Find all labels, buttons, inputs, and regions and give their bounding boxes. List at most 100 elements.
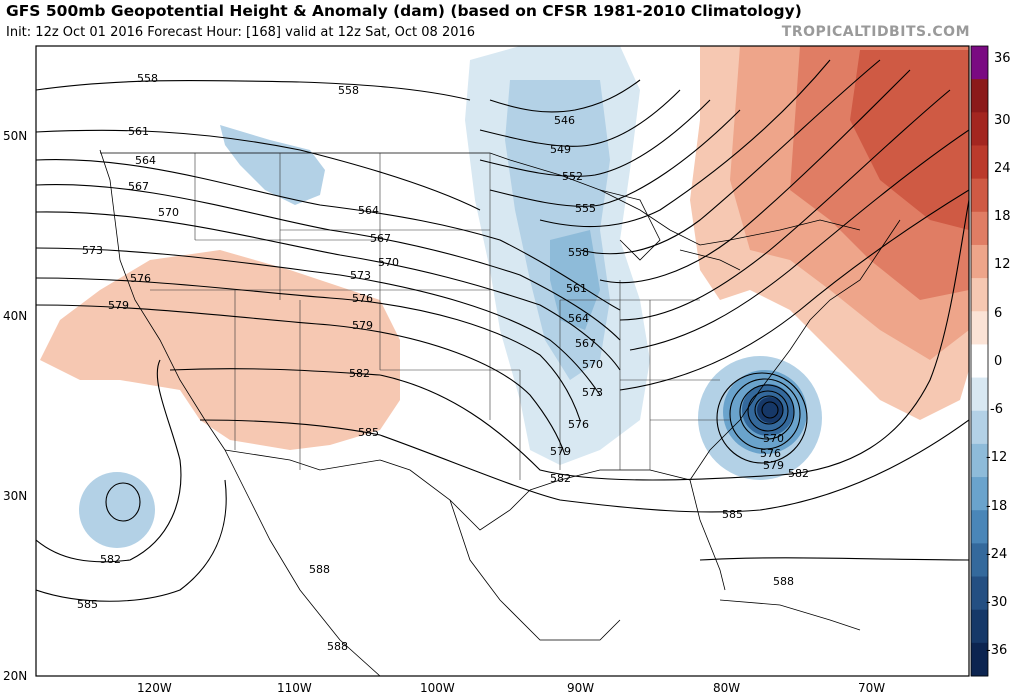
colorbar-swatch bbox=[971, 178, 988, 213]
canada-us-border bbox=[100, 152, 861, 246]
contour-585 bbox=[199, 419, 969, 513]
colorbar-label: 36 bbox=[994, 51, 1011, 66]
contour-label: 576 bbox=[760, 447, 781, 460]
contour-label: 567 bbox=[575, 337, 596, 350]
contour-570-west bbox=[36, 211, 621, 371]
contour-label: 573 bbox=[350, 269, 371, 282]
colorbar-swatch bbox=[971, 477, 988, 511]
contour-561-west bbox=[36, 129, 481, 211]
colorbar-swatch bbox=[971, 244, 988, 279]
contour-label: 567 bbox=[128, 180, 149, 193]
colorbar-swatch bbox=[971, 311, 988, 345]
colorbar-swatch bbox=[971, 642, 988, 677]
lat-label-50n: 50N bbox=[3, 129, 27, 143]
contour-label: 579 bbox=[108, 299, 129, 312]
contour-label: 552 bbox=[562, 170, 583, 183]
colorbar-labels: 36 30 24 18 12 6 0 -6 -12 -18 -24 -30 -3… bbox=[986, 51, 1011, 658]
lon-label-70w: 70W bbox=[858, 681, 885, 695]
hurricane-contour-1 bbox=[761, 401, 779, 419]
contour-label: 585 bbox=[722, 508, 743, 521]
height-contours bbox=[36, 59, 969, 602]
contour-552 bbox=[479, 99, 711, 177]
contour-label: 573 bbox=[82, 244, 103, 257]
contour-label: 576 bbox=[352, 292, 373, 305]
contour-546 bbox=[489, 79, 641, 113]
contour-label: 588 bbox=[309, 563, 330, 576]
colorbar-frame bbox=[970, 45, 989, 677]
hurricane-contour-4 bbox=[739, 384, 795, 440]
colorbar-label: 30 bbox=[994, 113, 1011, 128]
contour-label: 570 bbox=[582, 358, 603, 371]
map-title: GFS 500mb Geopotential Height & Anomaly … bbox=[6, 2, 802, 20]
colorbar-label: -24 bbox=[986, 547, 1007, 562]
colorbar-label: 24 bbox=[994, 161, 1011, 176]
contour-label: 564 bbox=[135, 154, 156, 167]
contour-573-west bbox=[36, 247, 601, 396]
map-subtitle: Init: 12z Oct 01 2016 Forecast Hour: [16… bbox=[6, 25, 476, 40]
colorbar-label: -36 bbox=[986, 643, 1007, 658]
colorbar-swatch bbox=[971, 377, 988, 412]
cuba bbox=[719, 599, 861, 631]
contour-label: 564 bbox=[358, 204, 379, 217]
contour-labels: 558 558 561 564 567 570 573 576 579 546 … bbox=[77, 72, 809, 653]
contour-label: 582 bbox=[100, 553, 121, 566]
lat-label-20n: 20N bbox=[3, 669, 27, 683]
contour-576-west bbox=[36, 277, 581, 421]
colorbar-swatch bbox=[971, 576, 988, 611]
contour-558-west bbox=[36, 79, 471, 101]
contour-label: 567 bbox=[370, 232, 391, 245]
contour-label: 582 bbox=[550, 472, 571, 485]
contour-567-west bbox=[36, 183, 621, 341]
yucatan-coast bbox=[449, 499, 621, 641]
cool-anomaly-central-3 bbox=[550, 230, 600, 330]
contour-label: 582 bbox=[349, 367, 370, 380]
colorbar-label: 6 bbox=[994, 306, 1002, 321]
cool-anomaly-hurricane-4 bbox=[757, 397, 783, 423]
contour-ne-5 bbox=[629, 129, 969, 351]
lon-label-80w: 80W bbox=[713, 681, 740, 695]
contour-label: 561 bbox=[128, 125, 149, 138]
contour-label: 579 bbox=[550, 445, 571, 458]
contour-ne-2 bbox=[579, 59, 881, 255]
east-coast bbox=[689, 219, 901, 481]
colorbar-swatch bbox=[971, 46, 988, 80]
contour-label: 570 bbox=[378, 256, 399, 269]
lon-label-100w: 100W bbox=[420, 681, 455, 695]
contour-555 bbox=[489, 109, 741, 207]
colorbar-swatch bbox=[971, 410, 988, 445]
contour-label: 570 bbox=[158, 206, 179, 219]
contour-label: 549 bbox=[550, 143, 571, 156]
anomaly-colorbar bbox=[970, 45, 989, 677]
contour-label: 564 bbox=[568, 312, 589, 325]
contour-label: 576 bbox=[130, 272, 151, 285]
colorbar-swatch bbox=[971, 112, 988, 146]
contour-label: 579 bbox=[352, 319, 373, 332]
cool-anomaly-pacific bbox=[79, 472, 155, 548]
colorbar-label: -30 bbox=[986, 595, 1007, 610]
contour-label: 558 bbox=[338, 84, 359, 97]
colorbar-swatch bbox=[971, 609, 988, 644]
contour-label: 576 bbox=[568, 418, 589, 431]
contour-label: 558 bbox=[137, 72, 158, 85]
contour-588-gulf bbox=[699, 557, 969, 561]
warm-anomaly-northeast-4 bbox=[850, 50, 969, 230]
contour-label: 579 bbox=[763, 459, 784, 472]
hurricane-contour-5 bbox=[729, 378, 801, 450]
contour-549 bbox=[479, 89, 681, 147]
colorbar-swatch bbox=[971, 211, 988, 246]
hurricane-contour-2 bbox=[754, 395, 784, 425]
contour-label: 558 bbox=[568, 246, 589, 259]
contour-564-west bbox=[36, 158, 621, 311]
hurricane-contour-3 bbox=[747, 390, 789, 432]
latitude-labels: 50N 40N 30N 20N bbox=[3, 129, 27, 683]
contour-579-west bbox=[36, 304, 566, 456]
contour-ne-1 bbox=[539, 59, 831, 228]
cutoff-low-pacific bbox=[105, 482, 141, 522]
colorbar-swatch bbox=[971, 443, 988, 478]
colorbar-swatch bbox=[971, 543, 988, 578]
colorbar-swatch bbox=[971, 510, 988, 544]
map-frame bbox=[35, 45, 970, 677]
contour-label: 585 bbox=[358, 426, 379, 439]
lon-label-90w: 90W bbox=[567, 681, 594, 695]
